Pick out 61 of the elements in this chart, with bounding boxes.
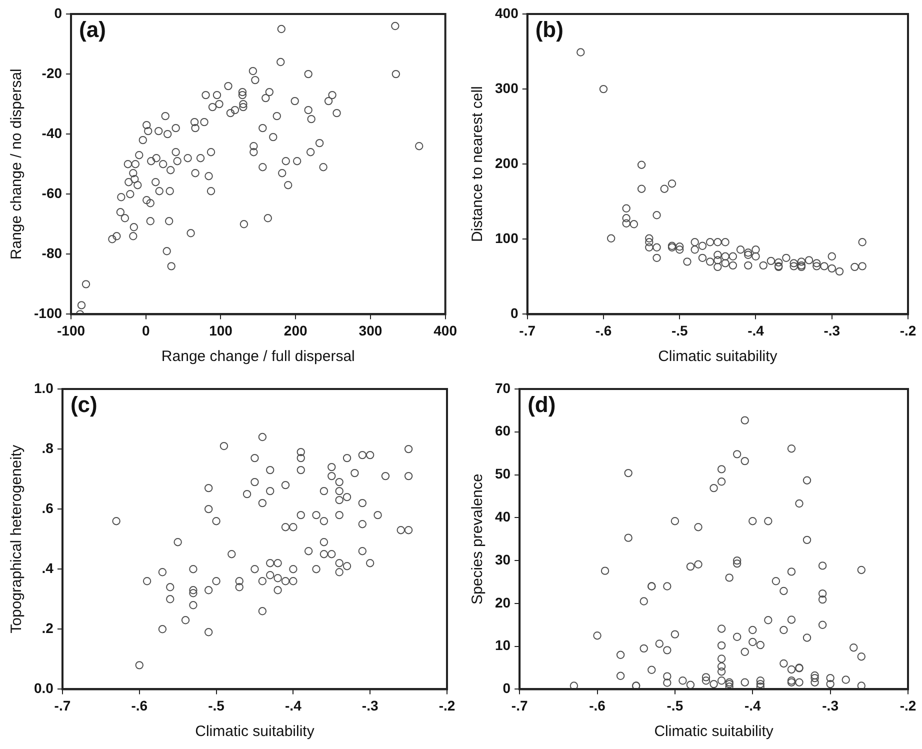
y-tick-label: 20 — [494, 594, 511, 610]
x-tick-label: -.4 — [285, 697, 302, 714]
y-tick-label: 0 — [510, 305, 519, 322]
x-axis-title: Climatic suitability — [654, 723, 774, 740]
y-tick-label: 10 — [494, 637, 511, 654]
y-axis-title: Topographical heterogeneity — [8, 444, 26, 634]
x-tick-label: -.3 — [362, 697, 378, 714]
x-tick-label: -100 — [57, 322, 86, 338]
x-tick-label: 300 — [358, 322, 382, 338]
annotation: (d) — [528, 392, 556, 418]
y-tick-label: .6 — [42, 500, 54, 516]
y-tick-label: -20 — [42, 64, 62, 81]
y-tick-label: .4 — [42, 560, 54, 576]
y-axis-title: Species prevalence — [469, 474, 486, 605]
annotation: (c) — [70, 392, 98, 418]
annotation: (b) — [535, 17, 564, 42]
y-tick-label: 70 — [494, 380, 511, 396]
y-tick-label: 400 — [495, 4, 519, 21]
y-tick-label: 0 — [54, 4, 62, 21]
x-tick-label: -.5 — [208, 697, 225, 714]
y-tick-label: 50 — [494, 466, 511, 482]
x-tick-label: -.2 — [900, 697, 916, 714]
y-tick-label: .8 — [42, 440, 54, 456]
x-tick-label: -.4 — [748, 322, 764, 338]
y-tick-label: 1.0 — [34, 380, 54, 396]
y-tick-label: 30 — [494, 551, 511, 568]
x-tick-label: -.7 — [519, 322, 536, 338]
x-axis-title: Range change / full dispersal — [161, 348, 355, 366]
y-tick-label: .2 — [42, 620, 54, 636]
x-tick-label: -.3 — [824, 322, 840, 338]
y-tick-label: -40 — [42, 124, 62, 141]
y-tick-label: 60 — [494, 422, 511, 439]
x-axis-title: Climatic suitability — [195, 723, 315, 740]
x-tick-label: -.6 — [131, 697, 148, 714]
x-tick-label: -.7 — [511, 697, 528, 714]
x-tick-label: -.2 — [900, 322, 916, 338]
x-tick-label: 400 — [434, 322, 458, 338]
x-tick-label: -.6 — [595, 322, 612, 338]
y-tick-label: 200 — [495, 154, 519, 171]
y-tick-label: 0.0 — [34, 680, 54, 696]
x-tick-label: -.5 — [666, 697, 684, 714]
y-tick-label: -100 — [34, 305, 62, 322]
x-tick-label: -.7 — [54, 697, 71, 714]
x-tick-label: 0 — [142, 322, 150, 338]
y-tick-label: 0 — [502, 680, 511, 696]
x-tick-label: -.4 — [744, 697, 762, 714]
annotation: (a) — [79, 17, 106, 42]
y-tick-label: 100 — [495, 230, 519, 246]
x-tick-label: -.3 — [822, 697, 839, 714]
x-tick-label: 200 — [284, 322, 308, 338]
y-tick-label: 300 — [495, 80, 519, 96]
y-tick-label: -60 — [42, 184, 62, 201]
x-tick-label: -.6 — [589, 697, 606, 714]
y-axis-title: Range change / no dispersal — [8, 68, 26, 260]
y-tick-label: 40 — [494, 508, 511, 525]
x-axis-title: Climatic suitability — [658, 348, 778, 366]
x-tick-label: -.5 — [671, 322, 688, 338]
x-tick-label: 100 — [209, 322, 233, 338]
x-tick-label: -.2 — [438, 697, 456, 714]
y-axis-title: Distance to nearest cell — [469, 86, 486, 242]
y-tick-label: -80 — [42, 245, 62, 262]
